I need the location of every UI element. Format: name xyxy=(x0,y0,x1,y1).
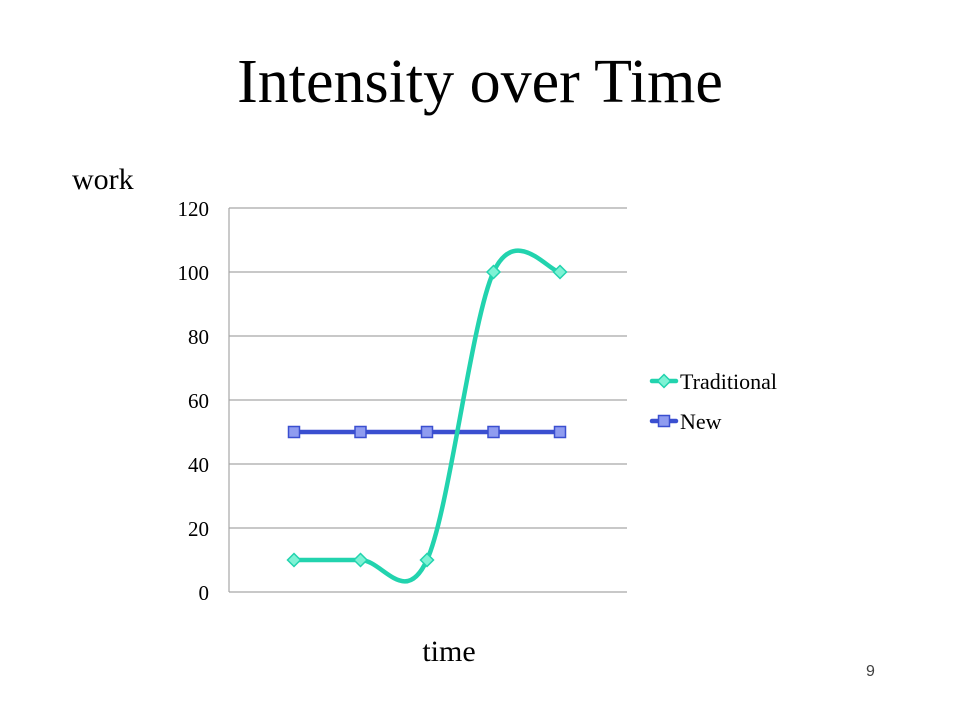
data-point-traditional-1 xyxy=(286,552,302,568)
y-tick-label-60: 60 xyxy=(188,389,209,413)
data-point-new-2 xyxy=(354,425,367,439)
chart-title: Intensity over Time xyxy=(237,48,723,116)
y-tick-label-40: 40 xyxy=(188,453,209,477)
y-axis-label: work xyxy=(72,163,134,196)
data-point-traditional-4 xyxy=(485,264,502,280)
data-point-traditional-5 xyxy=(552,264,568,280)
data-point-new-5 xyxy=(553,425,567,439)
data-point-traditional-3 xyxy=(419,552,435,568)
y-tick-label-100: 100 xyxy=(178,261,210,285)
y-tick-label-0: 0 xyxy=(199,581,210,605)
data-point-new-1 xyxy=(287,425,301,439)
legend-label-traditional: Traditional xyxy=(680,369,777,394)
data-point-new-3 xyxy=(420,425,434,439)
legend-label-new: New xyxy=(680,409,722,434)
x-axis-label: time xyxy=(422,635,476,668)
y-tick-label-20: 20 xyxy=(188,517,209,541)
data-point-new-4 xyxy=(487,425,500,439)
series-line-traditional xyxy=(291,248,563,584)
y-tick-label-120: 120 xyxy=(178,197,210,221)
page-number: 9 xyxy=(866,663,875,680)
data-point-traditional-2 xyxy=(352,552,369,568)
y-tick-label-80: 80 xyxy=(188,325,209,349)
legend-marker-traditional xyxy=(656,373,672,389)
legend-marker-new xyxy=(657,414,671,428)
